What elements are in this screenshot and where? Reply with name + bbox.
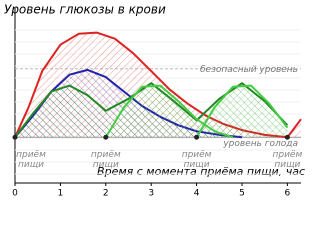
- meal-label: пищи: [18, 160, 44, 170]
- meal-point: [12, 134, 18, 140]
- meal-label: приём: [272, 150, 302, 160]
- series-area: [196, 85, 288, 138]
- meal-label: пищи: [93, 160, 119, 170]
- meal-label: пищи: [184, 160, 210, 170]
- reference-label: уровень голода: [222, 139, 298, 149]
- x-axis-label: Время с момента приёма пищи, час: [97, 165, 305, 178]
- meal-point: [103, 134, 109, 140]
- x-tick-label: 1: [58, 189, 64, 199]
- series-line: [195, 84, 289, 138]
- series-area: [105, 85, 233, 138]
- meal-label: пищи: [274, 160, 300, 170]
- x-tick-label: 2: [103, 189, 109, 199]
- x-tick-label: 4: [194, 189, 200, 199]
- x-tick-label: 6: [285, 189, 291, 199]
- meal-label: приём: [91, 150, 121, 160]
- meal-point: [194, 134, 200, 140]
- x-tick-label: 5: [239, 189, 245, 199]
- reference-label: безопасный уровень: [200, 65, 298, 75]
- chart: Уровень глюкозы в крови Время с момента …: [4, 3, 305, 199]
- x-tick-label: 0: [12, 189, 18, 199]
- meal-label: приём: [16, 150, 46, 160]
- meal-point: [284, 134, 290, 140]
- meal-label: приём: [182, 150, 212, 160]
- chart-title: Уровень глюкозы в крови: [4, 3, 166, 17]
- x-tick-label: 3: [148, 189, 154, 199]
